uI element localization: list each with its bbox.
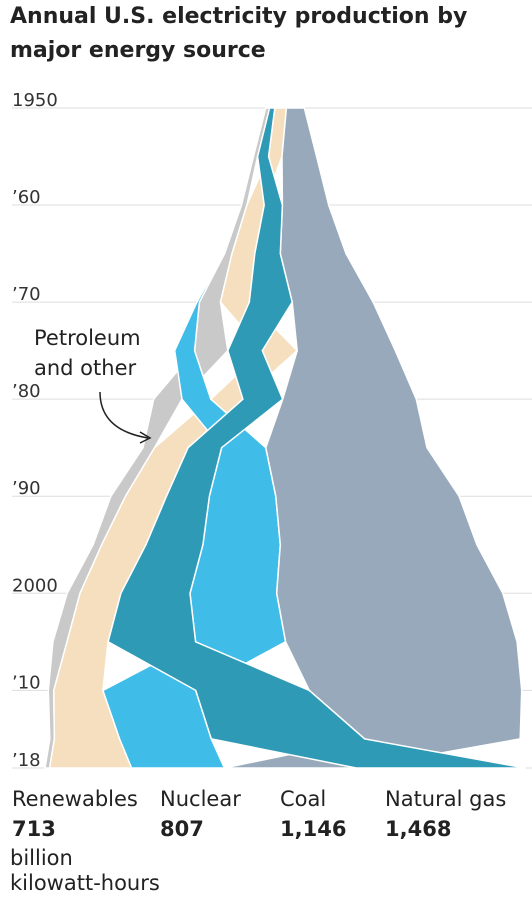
legend-label: Nuclear: [160, 787, 241, 811]
legend-label: Natural gas: [385, 787, 506, 811]
value-label: 1,468: [385, 817, 451, 841]
y-tick-label: 2000: [12, 575, 58, 596]
legend-label: Renewables: [12, 787, 138, 811]
y-tick-label: ’18: [12, 750, 41, 771]
title-box: Annual U.S. electricity production by ma…: [10, 4, 468, 63]
unit: billion kilowatt-hours: [10, 846, 160, 895]
area: [107, 107, 526, 769]
annotation-box: Petroleum and other: [34, 326, 141, 380]
annotation: Petroleum and other: [34, 326, 141, 380]
y-tick-label: ’80: [12, 381, 41, 402]
arrow-head: [139, 431, 152, 444]
value-label: 1,146: [280, 817, 346, 841]
legend-label: Coal: [280, 787, 326, 811]
chart-title: Annual U.S. electricity production by ma…: [10, 4, 468, 63]
y-tick-label: ’60: [12, 187, 41, 208]
y-tick-label: ’10: [12, 672, 41, 693]
area: [102, 107, 287, 769]
y-tick-label: 1950: [12, 90, 58, 111]
annotation-arrow: [99, 391, 149, 439]
y-tick-label: ’70: [12, 284, 41, 305]
unit-box: billion kilowatt-hours: [10, 846, 160, 895]
value-label: 807: [160, 817, 204, 841]
value-label: 713: [12, 817, 56, 841]
y-tick-label: ’90: [12, 478, 41, 499]
